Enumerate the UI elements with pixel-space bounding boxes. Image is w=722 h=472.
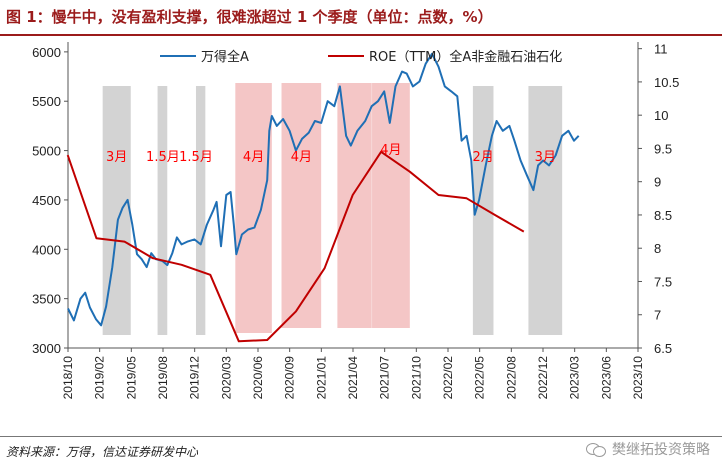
y-right-tick-label: 8 [654, 241, 661, 256]
y-left-tick-label: 6000 [32, 45, 61, 60]
band-duration-label: 3月 [535, 150, 556, 165]
y-right-tick-label: 8.5 [654, 208, 672, 223]
y-left-tick-label: 3500 [32, 292, 61, 307]
x-tick-label: 2021/10 [409, 356, 423, 400]
x-tick-label: 2019/02 [93, 356, 107, 400]
wechat-icon [586, 441, 608, 457]
y-right-tick-label: 11 [654, 42, 668, 57]
x-tick-label: 2019/08 [156, 356, 170, 400]
roe-ttm-line [66, 150, 525, 343]
band-labels: 3月 4月 4月 4月 2月 3月 1.5月 1.5月 [106, 143, 556, 165]
title-bar: 图 1：慢牛中，没有盈利支撑，很难涨超过 1 个季度（单位：点数，%） [0, 0, 722, 36]
x-tick-label: 2018/10 [61, 356, 75, 400]
watermark: 樊继拓投资策略 [586, 439, 710, 459]
x-tick-label: 2021/04 [346, 356, 360, 400]
wind-all-a-index-line [67, 52, 580, 327]
y-right-tick-label: 10 [654, 108, 668, 123]
x-tick-label: 2019/05 [124, 356, 138, 400]
shaded-band-gray [195, 86, 206, 335]
x-tick-label: 2020/03 [219, 356, 233, 400]
band-duration-label: 4月 [291, 150, 312, 165]
shaded-band-pink [372, 83, 410, 328]
chart-title: 图 1：慢牛中，没有盈利支撑，很难涨超过 1 个季度（单位：点数，%） [6, 8, 493, 26]
x-tick-label: 2020/09 [283, 356, 297, 400]
y-right-tick-label: 7 [654, 308, 661, 323]
y-left-tick-label: 4000 [32, 242, 61, 257]
band-duration-label: 2月 [473, 150, 494, 165]
shaded-band-pink [281, 83, 322, 328]
y-right-tick-label: 6.5 [654, 341, 672, 356]
x-tick-label: 2023/06 [599, 356, 613, 400]
y-right-tick-label: 9.5 [654, 141, 672, 156]
y-right-tick-label: 7.5 [654, 274, 672, 289]
series-layer [66, 52, 580, 343]
bands-layer [102, 83, 563, 335]
band-duration-label: 4月 [380, 143, 401, 158]
y-left-tick-label: 5500 [32, 94, 61, 109]
shaded-band-pink [235, 83, 272, 333]
footer: 资料来源：万得，信达证券研发中心 樊继拓投资策略 [0, 436, 722, 472]
x-tick-label: 2023/03 [568, 356, 582, 400]
y-left-tick-label: 4500 [32, 193, 61, 208]
y-right-tick-label: 9 [654, 175, 661, 190]
y-left-tick-label: 5000 [32, 144, 61, 159]
source-note: 资料来源：万得，信达证券研发中心 [6, 445, 199, 459]
y-right-tick-label: 10.5 [654, 75, 679, 90]
x-tick-label: 2019/12 [188, 356, 202, 400]
x-tick-label: 2022/02 [441, 356, 455, 400]
legend-label-index: 万得全A [201, 49, 249, 65]
legend-label-roe: ROE（TTM）全A非金融石油石化 [369, 49, 562, 65]
shaded-band-pink [337, 83, 372, 328]
band-duration-label: 1.5月 [146, 150, 180, 165]
x-tick-label: 2022/08 [504, 356, 518, 400]
x-tick-label: 2021/07 [378, 356, 392, 400]
shaded-band-gray [157, 86, 168, 335]
x-tick-label: 2023/10 [631, 356, 645, 400]
axes-layer: 3000 3500 4000 4500 5000 5500 6000 6.5 7 7.5 8 8.5 9… [32, 42, 679, 400]
shaded-band-gray [528, 86, 563, 335]
band-duration-label: 1.5月 [179, 150, 213, 165]
y-left-tick-label: 3000 [32, 341, 61, 356]
x-tick-label: 2020/06 [251, 356, 265, 400]
legend: 万得全A ROE（TTM）全A非金融石油石化 [160, 49, 562, 65]
x-tick-label: 2022/05 [473, 356, 487, 400]
band-duration-label: 3月 [106, 150, 127, 165]
x-tick-label: 2021/01 [314, 356, 328, 400]
watermark-text: 樊继拓投资策略 [612, 442, 710, 458]
band-duration-label: 4月 [243, 150, 264, 165]
x-tick-label: 2022/12 [536, 356, 550, 400]
